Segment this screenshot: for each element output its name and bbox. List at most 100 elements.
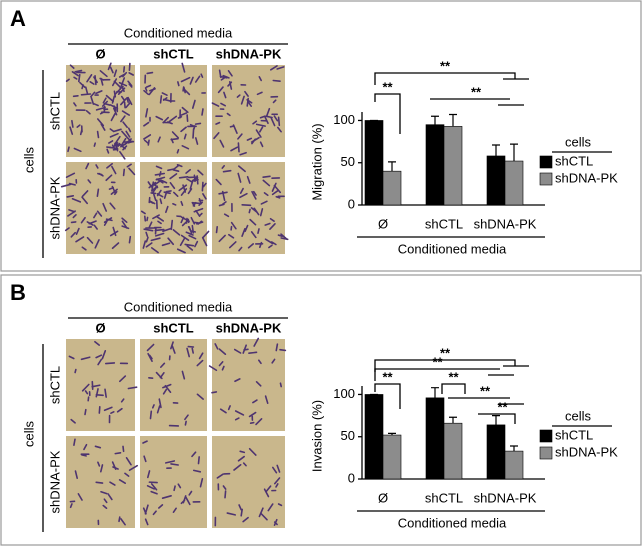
column-label: shCTL bbox=[153, 46, 194, 61]
cell bbox=[142, 440, 148, 444]
column-label: shCTL bbox=[153, 320, 194, 335]
cell bbox=[109, 66, 114, 74]
cell bbox=[179, 112, 188, 117]
cell bbox=[201, 108, 204, 116]
cell bbox=[180, 126, 187, 133]
cell bbox=[128, 72, 134, 76]
significance-bracket bbox=[374, 368, 514, 381]
cell bbox=[226, 112, 231, 117]
bar bbox=[364, 394, 384, 480]
cell bbox=[81, 454, 87, 457]
cell bbox=[104, 362, 116, 365]
cell bbox=[150, 237, 161, 242]
cell bbox=[96, 130, 100, 139]
cell bbox=[176, 148, 180, 154]
cell bbox=[65, 172, 76, 178]
cell bbox=[173, 164, 180, 170]
cell bbox=[222, 169, 232, 173]
cell bbox=[162, 97, 168, 101]
cell bbox=[178, 175, 189, 179]
cell bbox=[238, 504, 242, 511]
cell bbox=[108, 187, 114, 190]
cell bbox=[127, 96, 133, 106]
cell bbox=[85, 162, 90, 170]
cell bbox=[255, 417, 263, 426]
cell bbox=[143, 134, 152, 140]
cell bbox=[277, 116, 281, 127]
cell bbox=[119, 85, 124, 90]
cell bbox=[72, 214, 77, 219]
cell bbox=[238, 246, 243, 252]
cell bbox=[113, 80, 122, 89]
cell bbox=[253, 207, 260, 216]
cell bbox=[113, 107, 118, 116]
error-bar bbox=[388, 161, 396, 172]
bar bbox=[425, 397, 445, 480]
cell bbox=[244, 224, 249, 232]
cell bbox=[146, 71, 154, 75]
error-bar bbox=[492, 414, 500, 425]
cell bbox=[227, 81, 233, 87]
y-tick-label: 100 bbox=[333, 386, 355, 401]
cell bbox=[122, 66, 126, 73]
y-axis-label: Migration (%) bbox=[309, 123, 324, 200]
y-tick-label: 50 bbox=[341, 154, 355, 169]
cell bbox=[186, 245, 194, 251]
cell bbox=[170, 219, 174, 231]
cell bbox=[99, 70, 108, 78]
cell bbox=[116, 407, 123, 413]
bar bbox=[504, 450, 524, 480]
cell bbox=[220, 102, 226, 107]
cell bbox=[262, 175, 271, 178]
cell bbox=[120, 142, 128, 148]
cell bbox=[160, 362, 166, 368]
cell bbox=[264, 238, 274, 245]
cell bbox=[191, 451, 197, 458]
cell bbox=[145, 231, 149, 237]
x-axis-label: Conditioned media bbox=[398, 241, 507, 256]
significance-label: ** bbox=[471, 84, 482, 99]
cell bbox=[110, 113, 116, 122]
cell bbox=[180, 234, 190, 241]
cell bbox=[95, 393, 104, 397]
cell bbox=[196, 359, 204, 367]
cell bbox=[153, 180, 162, 186]
cell bbox=[172, 507, 177, 514]
cell bbox=[159, 198, 163, 205]
cell bbox=[106, 148, 110, 154]
cell bbox=[114, 135, 121, 145]
cell bbox=[73, 438, 76, 447]
cell bbox=[87, 179, 92, 184]
cell bbox=[111, 165, 117, 175]
cell bbox=[84, 408, 87, 416]
cell bbox=[223, 91, 227, 99]
significance-bracket bbox=[478, 413, 516, 424]
cell bbox=[156, 189, 162, 197]
cell bbox=[165, 460, 176, 464]
cell bbox=[94, 75, 97, 86]
cell bbox=[94, 445, 102, 449]
cell bbox=[273, 184, 282, 194]
cell bbox=[176, 248, 186, 254]
cell bbox=[233, 463, 242, 471]
cell bbox=[169, 182, 176, 190]
cell bbox=[118, 479, 126, 485]
cell bbox=[257, 359, 262, 365]
cell bbox=[97, 358, 103, 366]
cell bbox=[237, 455, 245, 462]
error-bar bbox=[431, 115, 439, 125]
cell bbox=[95, 164, 99, 169]
bar bbox=[364, 120, 384, 206]
significance-label: ** bbox=[432, 354, 443, 369]
cell bbox=[127, 140, 134, 144]
cell bbox=[155, 176, 166, 181]
cell bbox=[271, 182, 277, 192]
cell bbox=[227, 405, 231, 411]
cell bbox=[271, 190, 279, 196]
micrograph bbox=[66, 436, 138, 528]
legend-label: shCTL bbox=[555, 427, 593, 442]
cell bbox=[73, 76, 78, 80]
cell bbox=[247, 243, 254, 249]
cell bbox=[259, 141, 264, 148]
